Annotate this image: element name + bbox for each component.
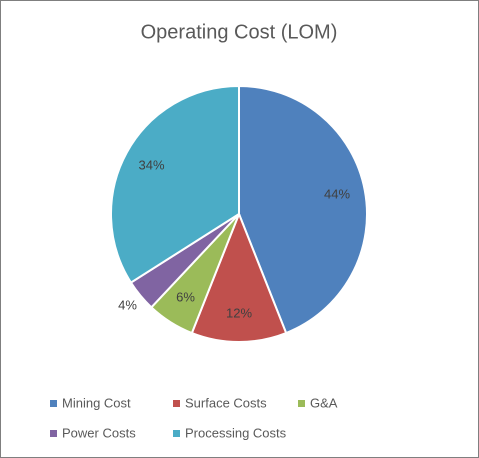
data-label: 6% <box>176 290 195 305</box>
data-label: 44% <box>324 187 350 202</box>
legend-label: Mining Cost <box>62 395 131 410</box>
legend-label: G&A <box>310 395 338 410</box>
legend-label: Processing Costs <box>185 425 287 440</box>
legend-swatch <box>50 430 57 437</box>
legend-swatch <box>173 400 180 407</box>
pie-slice <box>238 84 368 335</box>
legend-swatch <box>50 400 57 407</box>
legend-swatch <box>298 400 305 407</box>
data-label: 12% <box>226 305 252 320</box>
legend-swatch <box>173 430 180 437</box>
data-label: 34% <box>138 157 164 172</box>
pie-slice <box>190 211 288 343</box>
pie-slice <box>110 84 240 284</box>
data-label: 4% <box>118 298 137 313</box>
legend-label: Power Costs <box>62 425 136 440</box>
legend-label: Surface Costs <box>185 395 267 410</box>
chart-title: Operating Cost (LOM) <box>141 21 338 43</box>
